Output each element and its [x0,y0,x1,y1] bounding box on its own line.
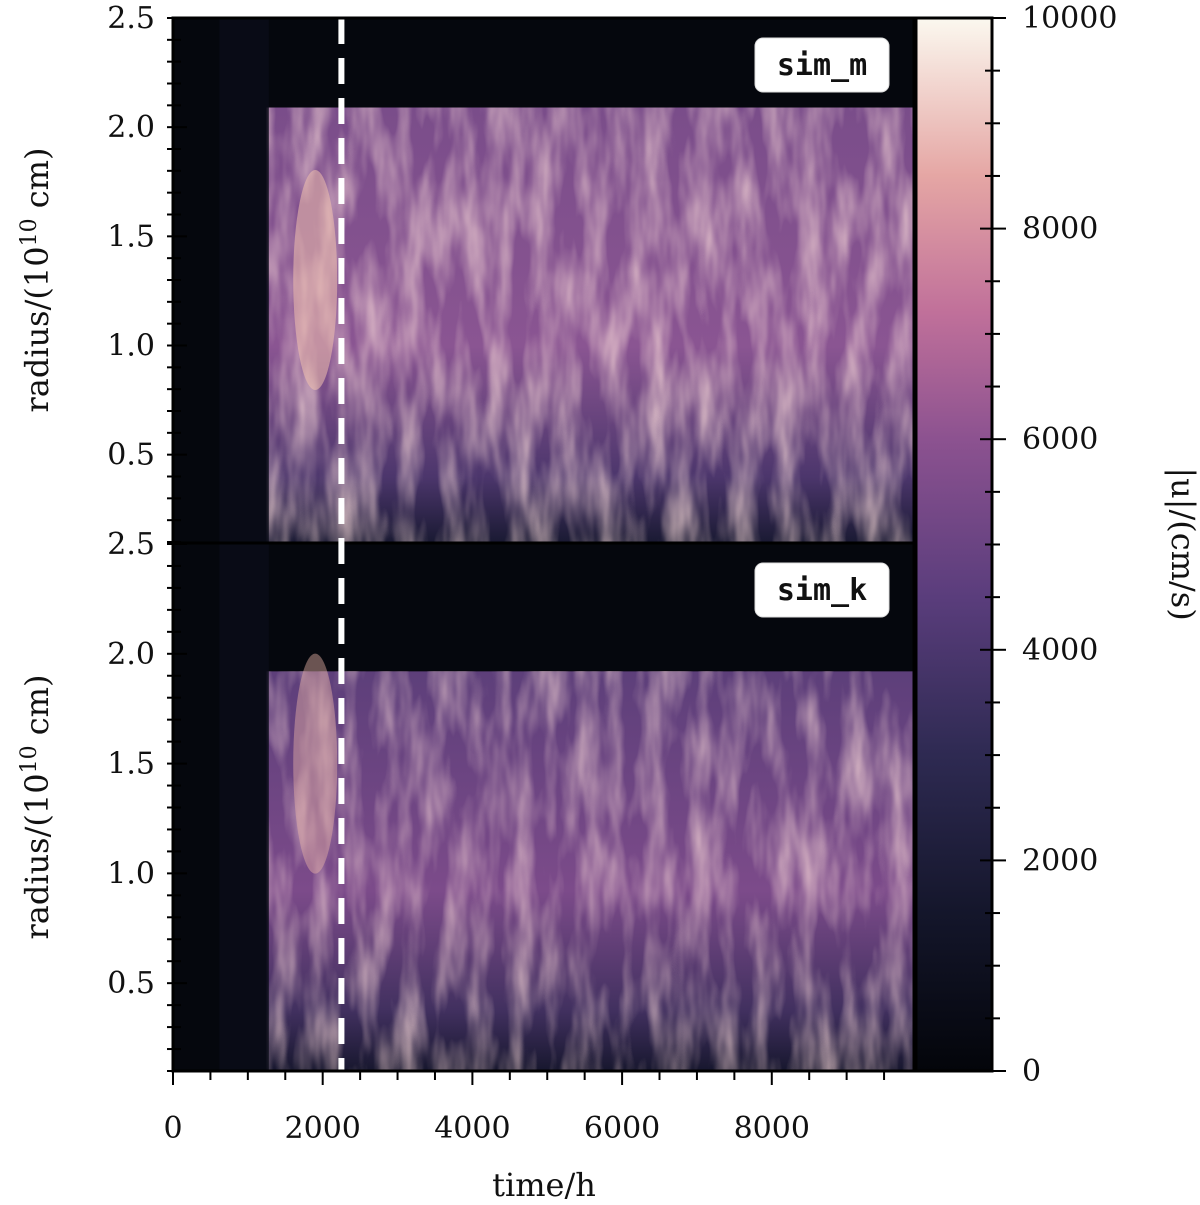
early-hotspot [293,653,338,874]
sim-m-label: sim_m [777,48,867,83]
y-tick-label: 2.0 [107,637,155,672]
x-tick-label: 2000 [285,1111,361,1146]
early-hotspot [293,170,338,390]
colorbar-tick-label: 8000 [1022,212,1098,247]
early-transient [219,544,269,1071]
sim-k-label: sim_k [777,573,867,608]
y-tick-label: 2.0 [107,110,155,145]
x-axis-label: time/h [492,1166,596,1204]
sim-m-panel [173,18,914,542]
x-tick-label: 4000 [434,1111,510,1146]
colorbar-tick-label: 2000 [1022,843,1098,878]
colorbar [916,18,992,1071]
x-tick-label: 8000 [734,1111,810,1146]
colorbar-tick-label: 10000 [1022,1,1117,36]
y-tick-label: 2.5 [107,1,155,36]
velocity-structure [266,671,914,1071]
colorbar-tick-label: 0 [1022,1054,1041,1089]
y-tick-label: 0.5 [107,966,155,1001]
y-tick-label: 1.5 [107,219,155,254]
sim-k-label-box: sim_k [754,562,890,618]
y-tick-label: 1.0 [107,856,155,891]
sim-k-panel [173,544,914,1071]
colorbar-tick-label: 6000 [1022,422,1098,457]
axis-layer: 0.5 1.0 1.5 2.0 2.5 0.5 1.0 1.5 2.0 2.5 0 2000 4000 6… [107,1,1117,1146]
y-axis-label-bottom: radius/(1010 cm) [17,674,56,939]
x-tick-label: 6000 [584,1111,660,1146]
velocity-structure [266,107,914,542]
colorbar-tick-label: 4000 [1022,633,1098,668]
sim-m-label-box: sim_m [754,37,890,93]
x-tick-label: 0 [163,1111,182,1146]
y-tick-label: 1.0 [107,329,155,364]
y-axis-label-top: radius/(1010 cm) [17,147,56,412]
y-tick-label: 2.5 [107,527,155,562]
early-transient [219,18,269,542]
colorbar-label: |u|/(cm/s) [1164,467,1200,620]
y-tick-label: 0.5 [107,438,155,473]
y-tick-label: 1.5 [107,747,155,782]
